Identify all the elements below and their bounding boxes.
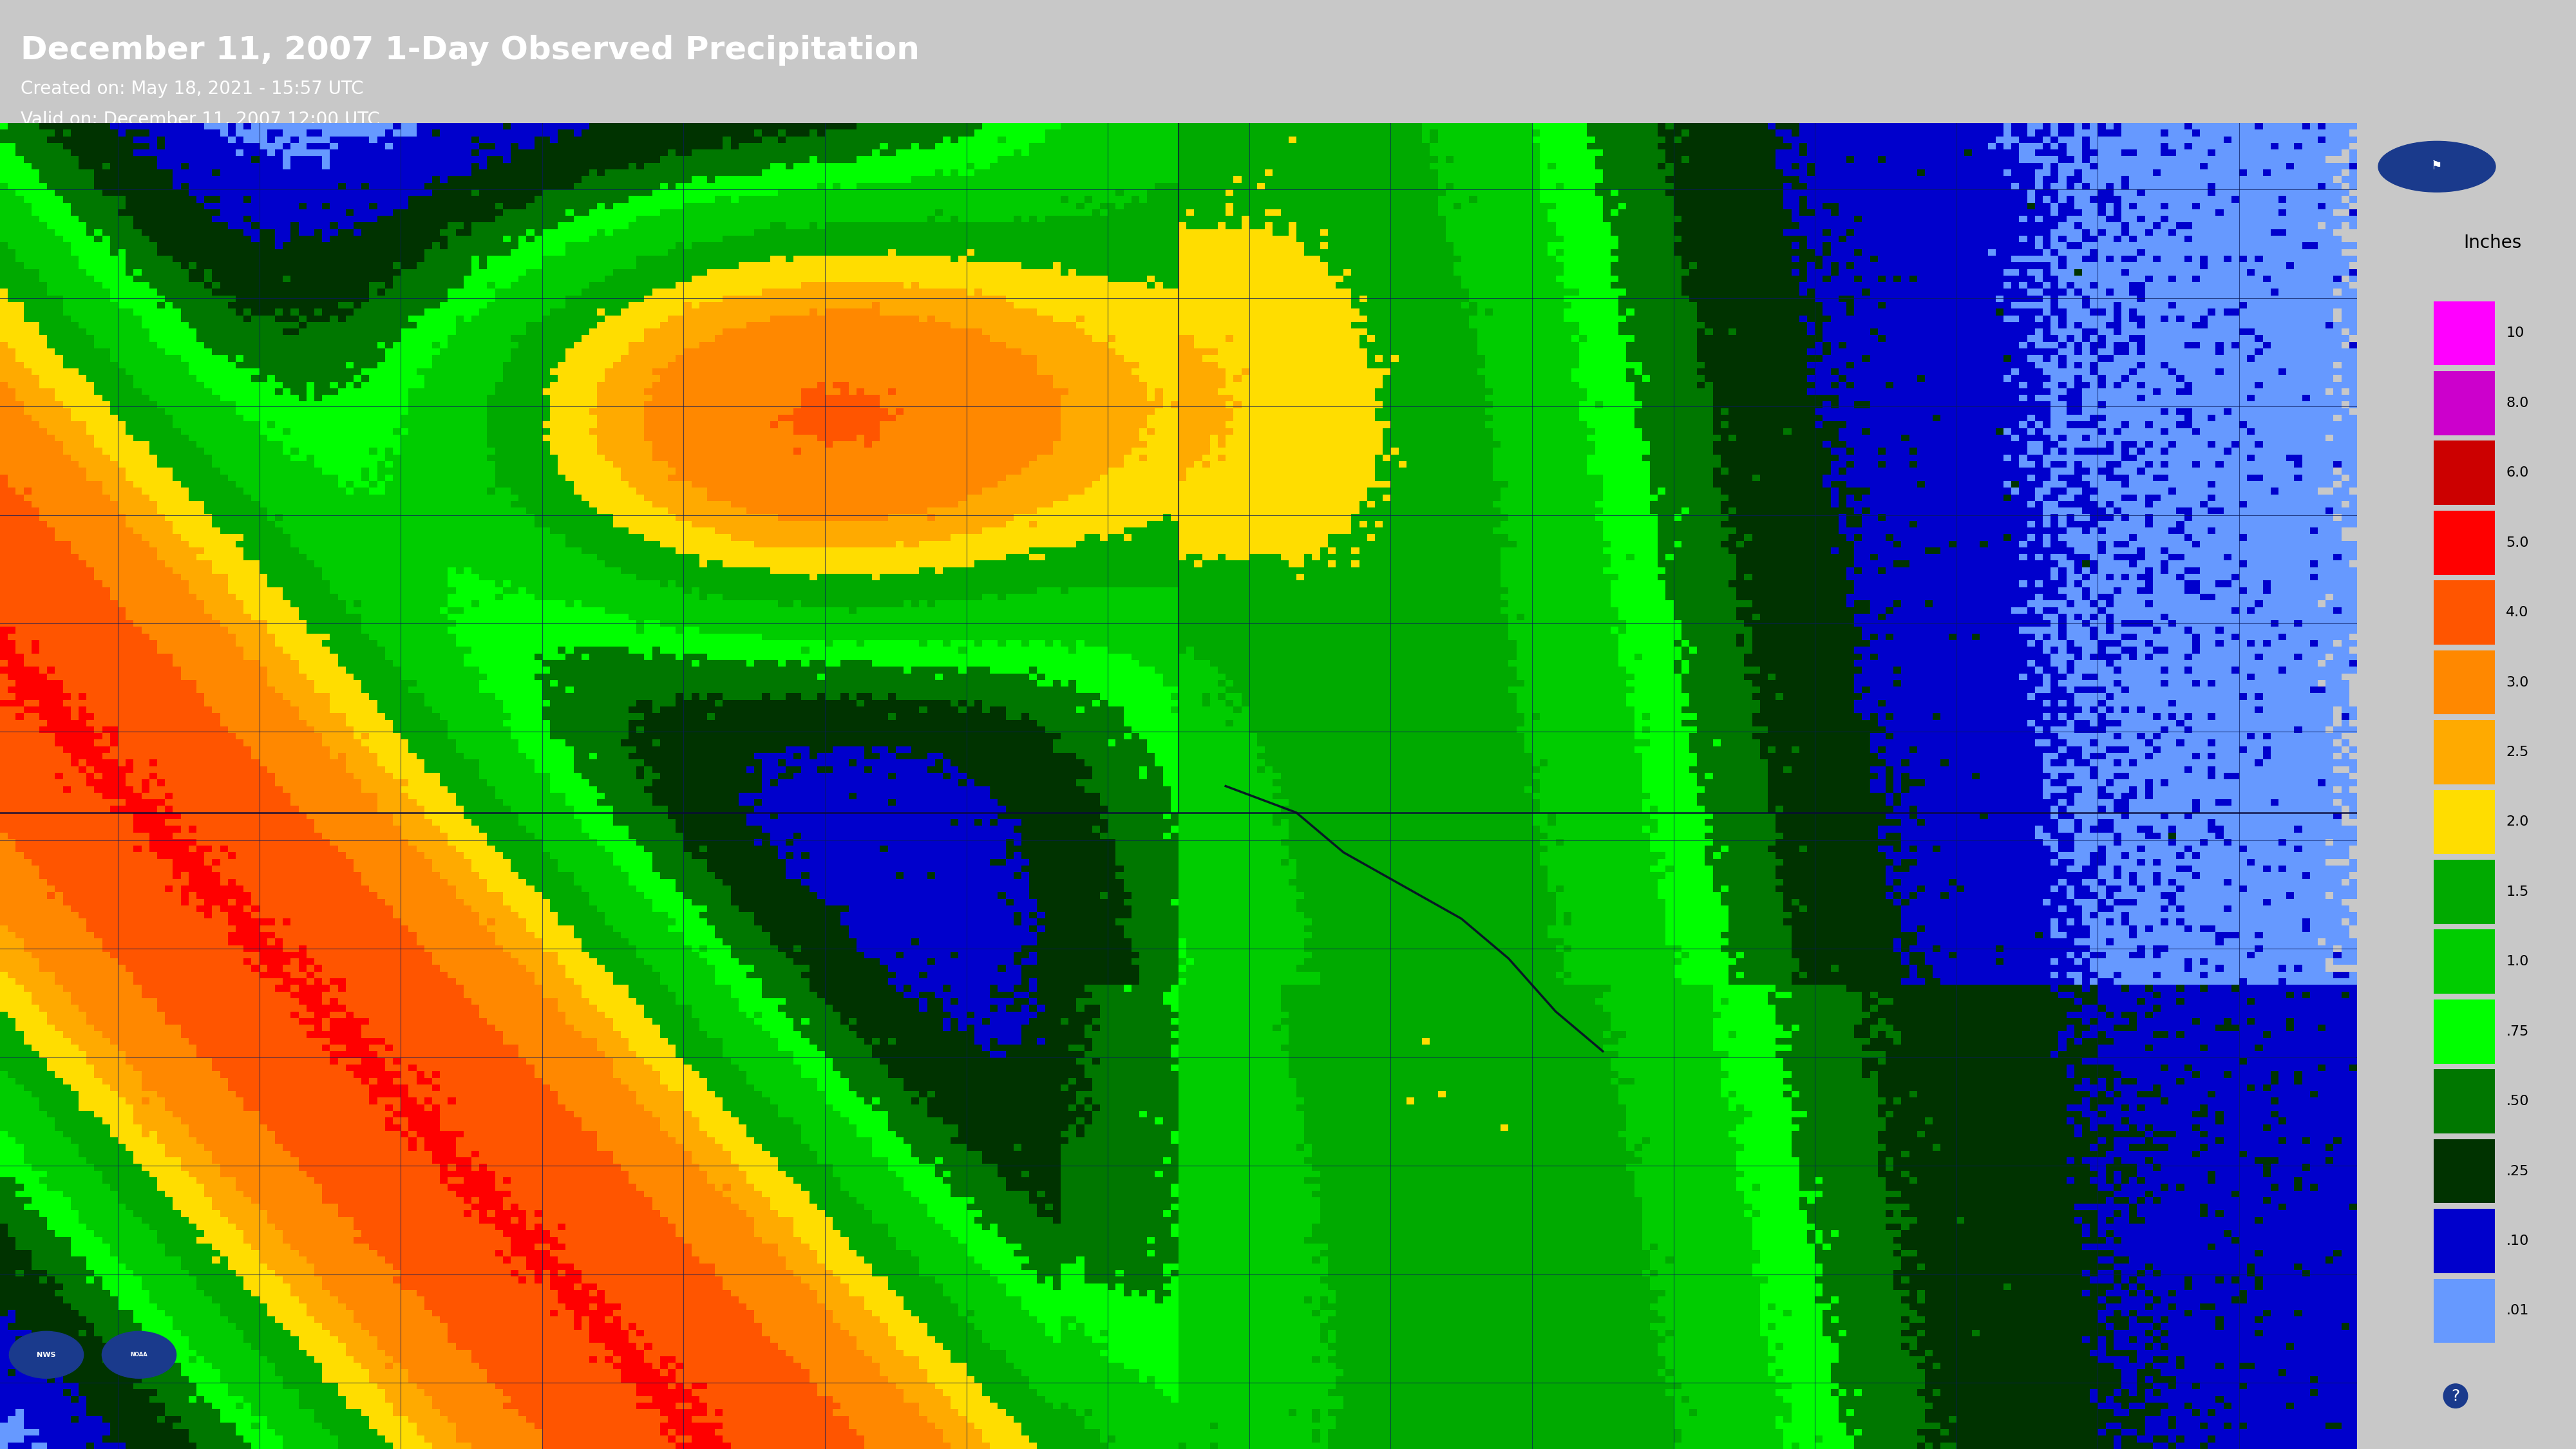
Text: 4.0: 4.0 [2506, 606, 2530, 619]
Text: NOAA: NOAA [131, 1352, 147, 1358]
Text: .01: .01 [2506, 1304, 2530, 1317]
Text: 6.0: 6.0 [2506, 467, 2530, 480]
Circle shape [10, 1332, 82, 1378]
FancyBboxPatch shape [2434, 1208, 2496, 1274]
Text: ⚑: ⚑ [2432, 161, 2442, 172]
Text: 5.0: 5.0 [2506, 536, 2530, 549]
FancyBboxPatch shape [2434, 301, 2496, 365]
Text: .10: .10 [2506, 1235, 2530, 1248]
FancyBboxPatch shape [2434, 510, 2496, 575]
Text: Valid on: December 11, 2007 12:00 UTC: Valid on: December 11, 2007 12:00 UTC [21, 110, 379, 129]
Text: NWS: NWS [36, 1352, 57, 1358]
Text: 2.5: 2.5 [2506, 746, 2530, 759]
Text: 10: 10 [2506, 327, 2524, 339]
Text: 8.0: 8.0 [2506, 397, 2530, 410]
FancyBboxPatch shape [2434, 720, 2496, 784]
FancyBboxPatch shape [2434, 651, 2496, 714]
Text: 2.0: 2.0 [2506, 816, 2530, 829]
Text: December 11, 2007 1-Day Observed Precipitation: December 11, 2007 1-Day Observed Precipi… [21, 35, 920, 65]
Text: 1.5: 1.5 [2506, 885, 2530, 898]
FancyBboxPatch shape [2434, 1000, 2496, 1064]
Text: 1.0: 1.0 [2506, 955, 2530, 968]
Text: .50: .50 [2506, 1095, 2530, 1108]
FancyBboxPatch shape [2434, 581, 2496, 645]
FancyBboxPatch shape [2434, 930, 2496, 994]
Text: .25: .25 [2506, 1165, 2530, 1178]
FancyBboxPatch shape [2434, 1278, 2496, 1343]
FancyBboxPatch shape [2434, 859, 2496, 924]
Circle shape [2378, 141, 2496, 191]
FancyBboxPatch shape [2434, 440, 2496, 506]
FancyBboxPatch shape [2434, 790, 2496, 853]
Text: Inches: Inches [2463, 233, 2522, 252]
Text: 3.0: 3.0 [2506, 675, 2530, 688]
Text: ?: ? [2452, 1388, 2460, 1404]
FancyBboxPatch shape [2434, 1069, 2496, 1133]
FancyBboxPatch shape [2434, 1139, 2496, 1203]
FancyBboxPatch shape [2434, 371, 2496, 435]
Text: Created on: May 18, 2021 - 15:57 UTC: Created on: May 18, 2021 - 15:57 UTC [21, 80, 363, 99]
Circle shape [103, 1332, 175, 1378]
Text: .75: .75 [2506, 1024, 2530, 1037]
